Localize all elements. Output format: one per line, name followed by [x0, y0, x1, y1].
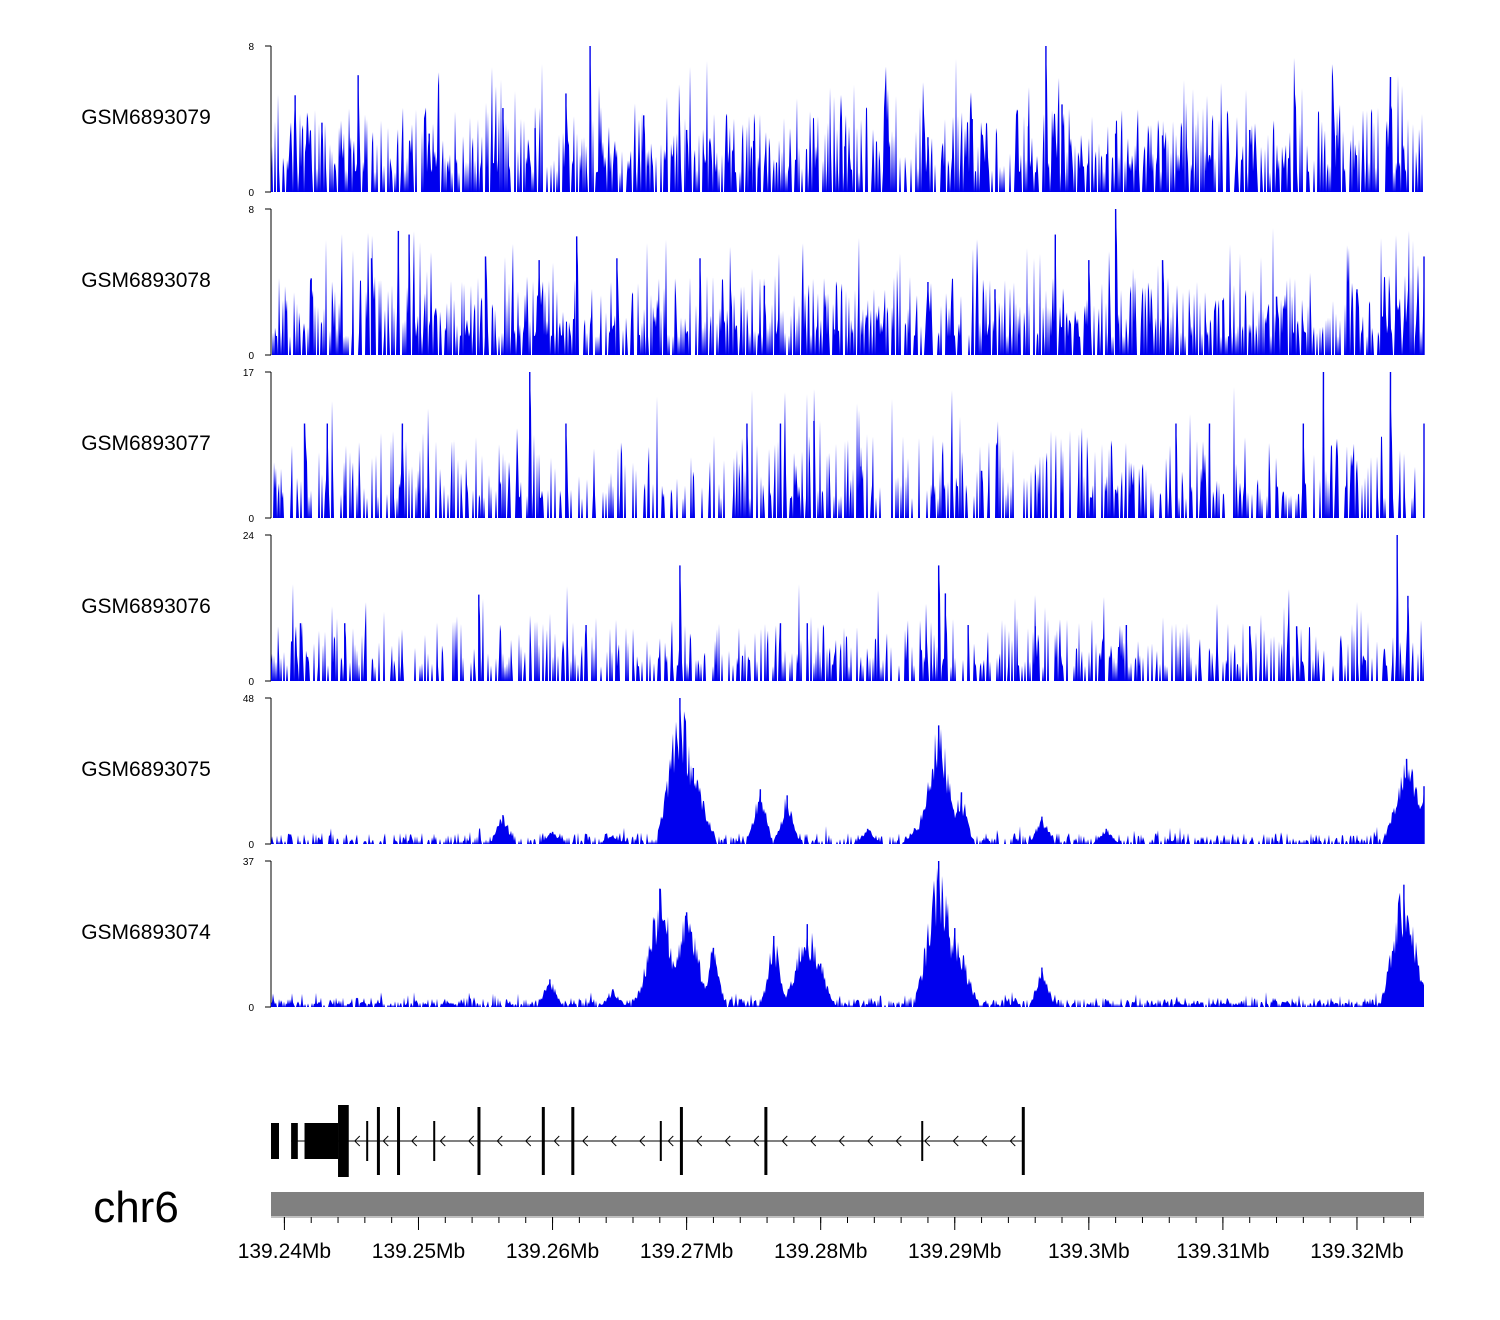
track-label: GSM6893077 — [81, 432, 211, 455]
exon-1 — [304, 1123, 339, 1159]
strand-arrow-8 — [582, 1135, 589, 1147]
y-max-label: 24 — [243, 531, 255, 542]
track-label: GSM6893076 — [81, 595, 211, 618]
coverage-area — [271, 698, 1424, 844]
strand-arrow-11 — [667, 1135, 674, 1147]
exon-11 — [679, 1107, 683, 1175]
coverage-area — [271, 46, 1424, 192]
y-min-label: 0 — [248, 188, 254, 199]
track-GSM6893076: GSM6893076 24 0 — [81, 531, 1424, 688]
strand-arrow-0 — [354, 1135, 361, 1147]
strand-arrow-7 — [553, 1135, 560, 1147]
y-max-label: 48 — [243, 694, 255, 705]
exon-7 — [477, 1107, 481, 1175]
strand-arrow-18 — [867, 1135, 874, 1147]
exon-utr — [271, 1123, 279, 1159]
strand-arrow-9 — [610, 1135, 617, 1147]
strand-arrow-10 — [639, 1135, 646, 1147]
track-GSM6893078: GSM6893078 8 0 — [81, 205, 1425, 362]
coverage-tracks: GSM689307980GSM689307880GSM6893077170GSM… — [81, 42, 1425, 1014]
y-max-label: 17 — [243, 368, 255, 379]
strand-arrow-1 — [382, 1135, 389, 1147]
strand-arrow-23 — [1009, 1135, 1016, 1147]
strand-arrow-4 — [468, 1135, 475, 1147]
chromosome-label: chr6 — [93, 1183, 179, 1232]
x-tick-label: 139.28Mb — [774, 1240, 867, 1263]
x-tick-label: 139.29Mb — [908, 1240, 1001, 1263]
exon-12 — [764, 1107, 768, 1175]
coverage-area — [271, 861, 1424, 1007]
track-label: GSM6893074 — [81, 921, 211, 944]
track-GSM6893077: GSM6893077 17 0 — [81, 368, 1425, 525]
x-tick-label: 139.25Mb — [372, 1240, 465, 1263]
y-min-label: 0 — [248, 514, 254, 525]
exon-3 — [366, 1121, 369, 1161]
exon-14 — [1021, 1107, 1025, 1175]
x-tick-label: 139.27Mb — [640, 1240, 733, 1263]
x-tick-label: 139.24Mb — [238, 1240, 331, 1263]
gene-model-track — [271, 1105, 1025, 1177]
exon-6 — [433, 1121, 436, 1161]
exon-4 — [376, 1107, 380, 1175]
x-tick-label: 139.31Mb — [1176, 1240, 1269, 1263]
strand-arrow-16 — [810, 1135, 817, 1147]
strand-arrow-20 — [924, 1135, 931, 1147]
exon-0 — [291, 1123, 298, 1159]
y-max-label: 8 — [248, 205, 254, 216]
exon-5 — [397, 1107, 401, 1175]
y-min-label: 0 — [248, 1003, 254, 1014]
track-GSM6893075: GSM6893075 48 0 — [81, 694, 1425, 851]
genomic-axis: 139.24Mb 139.25Mb 139.26Mb 139.27Mb 139.28Mb… — [238, 1216, 1424, 1263]
x-tick-label: 139.26Mb — [506, 1240, 599, 1263]
track-label: GSM6893079 — [81, 106, 211, 129]
strand-arrow-3 — [439, 1135, 446, 1147]
strand-arrow-12 — [696, 1135, 703, 1147]
strand-arrow-13 — [724, 1135, 731, 1147]
strand-arrow-19 — [895, 1135, 902, 1147]
coverage-area — [271, 372, 1424, 518]
y-min-label: 0 — [248, 351, 254, 362]
track-GSM6893079: GSM6893079 8 0 — [81, 42, 1424, 199]
strand-arrow-5 — [496, 1135, 503, 1147]
exon-2 — [338, 1105, 349, 1177]
x-tick-label: 139.32Mb — [1310, 1240, 1403, 1263]
strand-arrow-6 — [525, 1135, 532, 1147]
exon-13 — [921, 1121, 924, 1161]
exon-8 — [541, 1107, 545, 1175]
track-label: GSM6893075 — [81, 758, 211, 781]
y-max-label: 8 — [248, 42, 254, 53]
strand-arrow-21 — [952, 1135, 959, 1147]
y-max-label: 37 — [243, 857, 255, 868]
coverage-area — [271, 535, 1424, 681]
strand-arrow-14 — [753, 1135, 760, 1147]
track-label: GSM6893078 — [81, 269, 211, 292]
strand-arrow-2 — [411, 1135, 418, 1147]
track-GSM6893074: GSM6893074 37 0 — [81, 857, 1424, 1014]
strand-arrow-22 — [981, 1135, 988, 1147]
x-tick-label: 139.3Mb — [1048, 1240, 1130, 1263]
strand-arrow-17 — [838, 1135, 845, 1147]
exon-10 — [659, 1121, 662, 1161]
coverage-area — [271, 209, 1424, 355]
chromosome-ideogram — [271, 1192, 1424, 1216]
strand-arrow-15 — [781, 1135, 788, 1147]
y-min-label: 0 — [248, 677, 254, 688]
exon-9 — [571, 1107, 575, 1175]
y-min-label: 0 — [248, 840, 254, 851]
